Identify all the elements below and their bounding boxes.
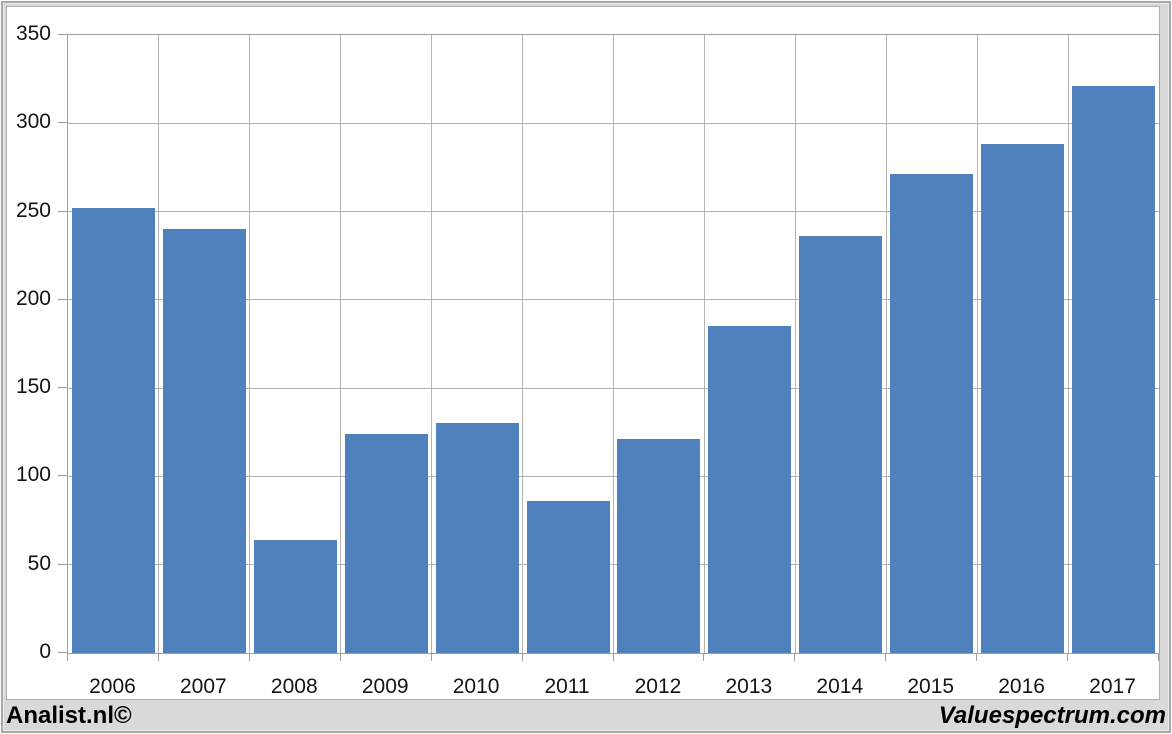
y-tick-150	[58, 387, 67, 388]
bar-2009	[344, 434, 428, 653]
x-tick-0	[67, 654, 68, 661]
footer-bar: Analist.nl© Valuespectrum.com	[0, 700, 1172, 734]
y-tick-50	[58, 564, 67, 565]
x-tick-label-2010: 2010	[452, 675, 500, 698]
x-tick-4	[431, 654, 432, 661]
bar-2007	[162, 229, 246, 653]
y-tick-label-200: 200	[15, 287, 51, 310]
y-tick-label-100: 100	[15, 463, 51, 486]
x-tick-label-2014: 2014	[816, 675, 864, 698]
bar-2011	[526, 501, 610, 653]
bar-2010	[435, 423, 519, 653]
bar-2017	[1072, 86, 1156, 653]
x-tick-label-2009: 2009	[361, 675, 409, 698]
x-tick-9	[885, 654, 886, 661]
y-tick-label-50: 50	[27, 552, 51, 575]
bar-2012	[617, 439, 701, 653]
y-tick-250	[58, 211, 67, 212]
y-tick-label-350: 350	[15, 22, 51, 45]
y-tick-300	[58, 122, 67, 123]
v-gridline-8	[794, 35, 796, 653]
v-gridline-1	[158, 35, 160, 653]
bar-2015	[890, 174, 974, 653]
chart-panel: 0 50 100 150 200 250 300 350 2006 2007 2008 2009 201…	[6, 6, 1160, 700]
v-gridline-11	[1067, 35, 1069, 653]
bar-2014	[799, 236, 883, 653]
x-tick-3	[340, 654, 341, 661]
y-tick-label-150: 150	[15, 375, 51, 398]
y-tick-label-300: 300	[15, 110, 51, 133]
x-tick-label-2007: 2007	[180, 675, 227, 698]
x-tick-2	[249, 654, 250, 661]
x-tick-8	[794, 654, 795, 661]
x-tick-7	[703, 654, 704, 661]
x-tick-label-2006: 2006	[89, 675, 136, 698]
x-tick-label-2012: 2012	[634, 675, 682, 698]
y-tick-350	[58, 34, 67, 35]
v-gridline-9	[885, 35, 887, 653]
x-tick-label-2016: 2016	[998, 675, 1045, 698]
valuespectrum-credit: Valuespectrum.com	[938, 701, 1166, 729]
v-gridline-10	[976, 35, 978, 653]
x-tick-label-2011: 2011	[544, 675, 590, 698]
x-tick-label-2017: 2017	[1089, 675, 1136, 698]
x-tick-label-2013: 2013	[725, 675, 773, 698]
v-gridline-7	[703, 35, 705, 653]
bar-2016	[981, 144, 1065, 653]
v-gridline-5	[522, 35, 524, 653]
analist-credit: Analist.nl©	[6, 701, 132, 729]
x-tick-label-2008: 2008	[270, 675, 318, 698]
x-tick-10	[976, 654, 977, 661]
bar-2006	[71, 208, 155, 653]
x-tick-label-2015: 2015	[907, 675, 955, 698]
y-tick-100	[58, 475, 67, 476]
bar-2008	[253, 540, 337, 653]
bar-2013	[708, 326, 792, 653]
y-tick-0	[58, 652, 67, 653]
y-tick-label-0: 0	[39, 640, 51, 663]
v-gridline-2	[249, 35, 251, 653]
v-gridline-4	[431, 35, 433, 653]
x-tick-5	[522, 654, 523, 661]
y-tick-200	[58, 299, 67, 300]
v-gridline-6	[613, 35, 614, 653]
x-tick-1	[158, 654, 159, 661]
y-tick-label-250: 250	[15, 199, 51, 222]
v-gridline-3	[340, 35, 342, 653]
x-tick-12	[1158, 654, 1159, 661]
x-tick-6	[613, 654, 614, 661]
plot-area	[67, 34, 1160, 654]
x-tick-11	[1067, 654, 1068, 661]
